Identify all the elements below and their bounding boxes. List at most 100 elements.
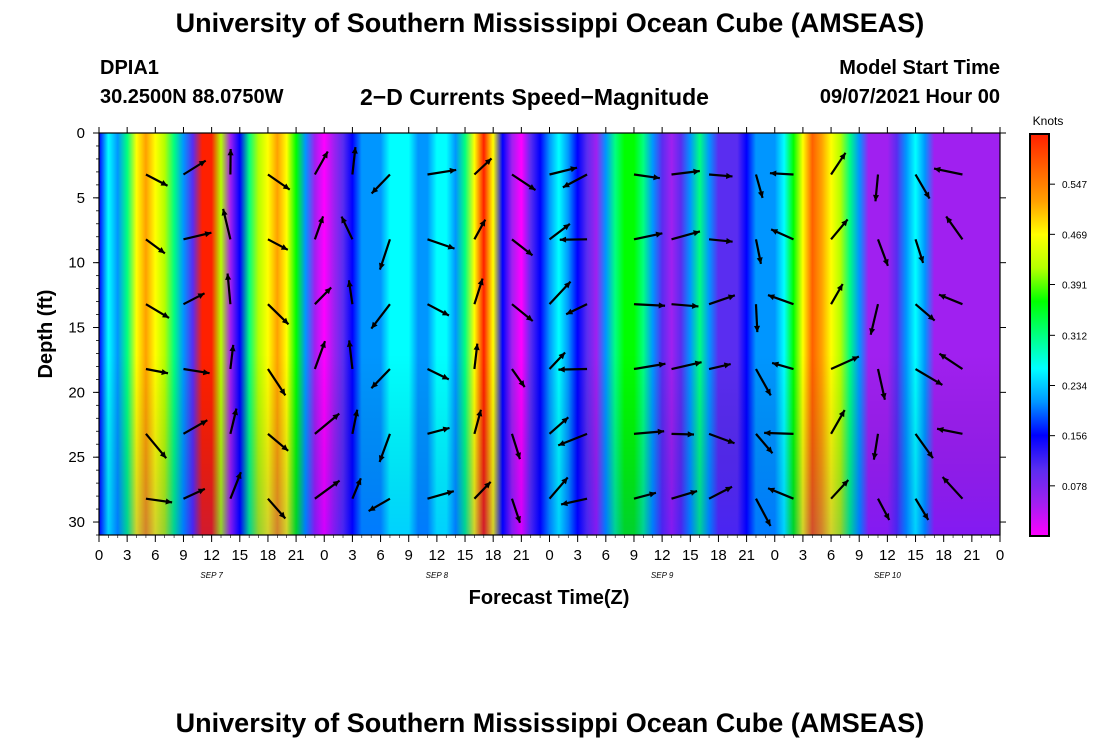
current-vector-head xyxy=(221,208,228,216)
current-vector-head xyxy=(561,477,568,485)
current-vector-head xyxy=(764,518,771,526)
current-vector-head xyxy=(324,287,332,295)
current-vector-head xyxy=(768,487,776,494)
current-vector-head xyxy=(341,216,348,224)
day-label: SEP 9 xyxy=(651,571,674,580)
current-vector-head xyxy=(938,294,946,300)
x-tick-label: 18 xyxy=(935,547,952,564)
x-axis: 0 3 6 9 12 15 18 21 0 3 6 9 12 15 18 21 0 3 6 9 12 15 18 21 0 3 6 9… xyxy=(95,127,1004,580)
current-vector-head xyxy=(658,361,666,368)
colorbar-gradient xyxy=(1029,133,1050,537)
current-vector-head xyxy=(322,151,328,159)
current-vector-head xyxy=(158,247,165,254)
current-vector-head xyxy=(851,356,859,362)
current-vector-head xyxy=(694,360,702,367)
current-vector-head xyxy=(351,147,358,154)
current-vector-head xyxy=(839,152,846,160)
current-vector-head xyxy=(766,446,773,454)
current-vector-head xyxy=(871,452,878,460)
current-vector-head xyxy=(649,491,656,498)
x-tick-label: 9 xyxy=(630,547,638,564)
plot-subtitle: 2−D Currents Speed−Magnitude xyxy=(360,84,709,110)
colorbar-label: 0.547 xyxy=(1062,180,1087,191)
current-vector-head xyxy=(922,512,929,520)
y-tick-label: 10 xyxy=(68,255,85,272)
current-vector-head xyxy=(562,181,570,188)
current-vector-head xyxy=(525,249,533,256)
current-vector-head xyxy=(378,454,385,462)
current-vector-head xyxy=(346,340,353,347)
current-vector-head xyxy=(318,216,324,224)
current-vector-head xyxy=(757,191,764,198)
current-vector-head xyxy=(882,258,889,266)
current-vector-head xyxy=(371,321,378,329)
heatmap-depth-shading xyxy=(99,133,1000,535)
current-vector-head xyxy=(525,314,533,322)
y-axis: 0 5 10 15 20 25 30 xyxy=(68,125,1006,536)
current-vector-head xyxy=(927,314,935,321)
x-tick-label: 3 xyxy=(799,547,807,564)
current-vector-head xyxy=(371,186,379,194)
x-tick-label: 0 xyxy=(996,547,1004,564)
current-vector-head xyxy=(935,379,943,385)
current-vector-head xyxy=(368,505,376,512)
colorbar-label: 0.391 xyxy=(1062,281,1087,292)
station-id: DPIA1 xyxy=(100,57,159,79)
y-tick-label: 20 xyxy=(68,384,85,401)
current-vector-head xyxy=(225,273,232,281)
current-vector-head xyxy=(771,229,779,235)
footer-title: University of Southern Mississippi Ocean… xyxy=(175,708,925,738)
current-vector-head xyxy=(446,489,454,496)
current-vector-head xyxy=(753,325,761,333)
current-vector-head xyxy=(162,312,170,318)
current-vector-head xyxy=(769,170,777,177)
x-tick-label: 18 xyxy=(710,547,727,564)
current-vector-head xyxy=(869,327,876,335)
current-vector-head xyxy=(319,341,326,349)
x-tick-label: 6 xyxy=(151,547,159,564)
current-vector-head xyxy=(197,293,205,299)
current-vector-head xyxy=(473,343,480,351)
current-vector-head xyxy=(558,440,566,446)
current-vector-head xyxy=(197,488,205,495)
current-vector-head xyxy=(558,366,565,373)
colorbar-label: 0.312 xyxy=(1062,331,1087,342)
colorbar-legend: Knots 0.547 0.469 0.391 0.312 0.234 0.156 0.07… xyxy=(1029,114,1087,537)
current-vector-head xyxy=(942,476,950,484)
x-tick-label: 21 xyxy=(738,547,755,564)
current-vector-head xyxy=(280,244,288,250)
x-tick-label: 6 xyxy=(827,547,835,564)
current-vector-head xyxy=(441,373,449,380)
current-vector-head xyxy=(657,428,665,435)
current-vector-head xyxy=(371,381,378,389)
x-tick-label: 3 xyxy=(123,547,131,564)
current-vector-head xyxy=(723,362,731,369)
model-start-date: 09/07/2021 Hour 00 xyxy=(819,86,1000,108)
current-arrows xyxy=(145,146,964,527)
current-vector-head xyxy=(442,426,450,433)
x-tick-label: 9 xyxy=(405,547,413,564)
current-vector-head xyxy=(515,515,521,523)
current-vector-head xyxy=(477,278,484,286)
x-tick-label: 18 xyxy=(260,547,277,564)
current-vector-head xyxy=(563,223,570,231)
colorbar-label: 0.234 xyxy=(1062,381,1087,392)
current-vector-head xyxy=(727,294,735,301)
current-vector-head xyxy=(933,166,941,173)
current-vector-head xyxy=(726,238,733,245)
current-vector-head xyxy=(278,511,286,519)
current-vector-head xyxy=(515,452,521,460)
current-vector-head xyxy=(564,281,571,289)
current-vector-head xyxy=(441,309,449,316)
colorbar-label: 0.156 xyxy=(1062,432,1087,443)
current-vector-head xyxy=(160,180,168,186)
station-coordinates: 30.2500N 88.0750W xyxy=(100,86,284,108)
x-tick-label: 15 xyxy=(682,547,699,564)
x-tick-label: 21 xyxy=(964,547,981,564)
current-vector-head xyxy=(918,255,925,263)
current-vector-head xyxy=(687,431,695,438)
x-tick-label: 21 xyxy=(288,547,305,564)
x-tick-label: 15 xyxy=(457,547,474,564)
current-vector-head xyxy=(353,409,359,417)
x-tick-label: 0 xyxy=(95,547,103,564)
